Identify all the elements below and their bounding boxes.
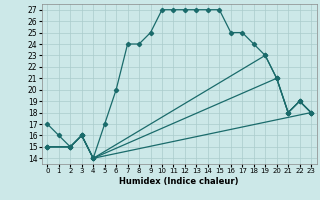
X-axis label: Humidex (Indice chaleur): Humidex (Indice chaleur) bbox=[119, 177, 239, 186]
